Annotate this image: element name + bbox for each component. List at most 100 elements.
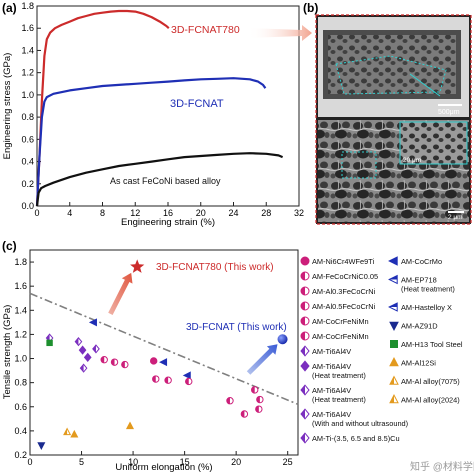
y-axis-label-c: Tensile strength (GPa) bbox=[2, 305, 13, 400]
y-tick-label-c: 1.2 bbox=[14, 329, 27, 339]
stress-strain-panel: (a) 0 4 8 12 16 20 24 28 32 0.0 0.2 0.4 0.6 0.8 1.0 1.2… bbox=[2, 1, 312, 228]
x-tick-label-c: 25 bbox=[283, 457, 293, 467]
callout-line bbox=[409, 73, 441, 97]
legend-marker bbox=[300, 360, 310, 372]
legend-label: AM-Ti6Al4V bbox=[312, 386, 351, 395]
highlight-region bbox=[335, 55, 447, 95]
sem-inset bbox=[399, 121, 468, 165]
legend-marker-fill bbox=[389, 303, 398, 307]
legend-marker-fill bbox=[390, 395, 394, 403]
panel-label-b: (b) bbox=[303, 1, 318, 15]
axis-ticks-a: 0 4 8 12 16 20 24 28 32 0.0 0.2 0.4 0.6 0.8 1.0 1.2 1.4 1… bbox=[21, 1, 304, 218]
data-point bbox=[46, 339, 53, 347]
y-tick-label-a: 0.0 bbox=[21, 201, 34, 211]
x-axis-label-c: Uniform elongation (%) bbox=[115, 462, 212, 473]
this-work-points bbox=[130, 259, 288, 345]
legend-marker-fill bbox=[301, 302, 305, 310]
legend-label: AM-Al12Si bbox=[401, 359, 436, 368]
y-tick-label-c: 1.6 bbox=[14, 281, 27, 291]
fracture-texture bbox=[328, 35, 456, 94]
data-point-fill bbox=[92, 345, 96, 353]
data-point bbox=[159, 358, 168, 367]
data-point-fill bbox=[185, 378, 189, 385]
sphere-3d-fcnat bbox=[277, 334, 288, 345]
trend-line bbox=[29, 292, 299, 406]
scale-label-inset: 20 μm bbox=[403, 157, 421, 164]
annotation-3d-fcnat780: 3D-FCNAT780 bbox=[171, 24, 240, 36]
scale-bar-top bbox=[438, 104, 462, 106]
legend-label: AM-Al0.3FeCoCrNi bbox=[312, 287, 376, 296]
y-tick-label-a: 0.8 bbox=[21, 112, 34, 122]
y-tick-label-a: 1.2 bbox=[21, 68, 34, 78]
y-tick-label-a: 0.2 bbox=[21, 179, 34, 189]
legend-label: AM-Ti6Al4V bbox=[312, 362, 351, 371]
data-point-fill bbox=[63, 428, 68, 435]
legend-label: AM-AZ91D bbox=[401, 322, 438, 331]
y-tick-label-a: 0.6 bbox=[21, 134, 34, 144]
watermark: 知乎 @材料学网 bbox=[410, 460, 474, 473]
improvement-arrows bbox=[108, 272, 278, 375]
legend-marker bbox=[389, 357, 399, 367]
y-tick-label-c: 0.2 bbox=[14, 450, 27, 460]
legend-label: AM-CoCrMo bbox=[401, 257, 442, 266]
plot-frame-c bbox=[29, 249, 299, 456]
curve-3d-fcnat780 bbox=[35, 9, 170, 207]
data-point bbox=[78, 345, 87, 355]
data-point-fill bbox=[241, 410, 245, 418]
label-3d-fcnat780-this-work: 3D-FCNAT780 (This work) bbox=[156, 262, 274, 273]
legend-marker-fill bbox=[389, 275, 398, 280]
x-tick-label-a: 12 bbox=[130, 208, 140, 218]
legend-marker bbox=[300, 256, 310, 266]
legend-sublabel: (Heat treatment) bbox=[401, 285, 455, 294]
data-point-fill bbox=[80, 364, 84, 373]
legend-sublabel: (With and without ultrasound) bbox=[312, 419, 408, 428]
curve-3d-fcnat bbox=[35, 77, 267, 207]
fractography-panel: (b) 500μm 20 μm 2 μm bbox=[303, 1, 472, 225]
legend-label: AM-Hastelloy X bbox=[401, 303, 452, 312]
legend-label: AM-Ti6Al4V bbox=[312, 410, 351, 419]
legend-marker bbox=[388, 256, 398, 266]
legend-marker-fill bbox=[301, 332, 305, 340]
zoom-region bbox=[341, 151, 377, 179]
legend-marker bbox=[389, 321, 399, 331]
star-3d-fcnat780 bbox=[130, 259, 145, 273]
data-point-fill bbox=[152, 375, 156, 383]
legend-marker-fill bbox=[301, 385, 305, 395]
data-point-fill bbox=[101, 356, 105, 363]
annotation-as-cast: As cast FeCoNi based alloy bbox=[110, 176, 221, 186]
x-tick-label-a: 16 bbox=[163, 208, 173, 218]
data-point-fill bbox=[75, 337, 79, 346]
data-point bbox=[149, 357, 158, 365]
literature-points bbox=[37, 318, 264, 450]
x-tick-label-a: 4 bbox=[67, 208, 72, 218]
trend-line-dashdot bbox=[29, 292, 299, 406]
x-tick-label-a: 8 bbox=[100, 208, 105, 218]
pointer-arrow-to-fracture bbox=[248, 25, 312, 41]
x-tick-label-c: 15 bbox=[180, 457, 190, 467]
legend-marker-fill bbox=[301, 409, 305, 419]
data-point bbox=[70, 429, 79, 438]
curve-as-cast bbox=[35, 152, 284, 207]
legend-label: AM-Al0.5FeCoCrNi bbox=[312, 302, 376, 311]
axis-ticks-c: 0 5 10 15 20 25 0.2 0.4 0.6 0.8 1.0 1.2 1.4 1.6 1.8 bbox=[14, 257, 292, 467]
y-tick-label-c: 1.4 bbox=[14, 305, 27, 315]
scale-bar-bottom bbox=[448, 211, 464, 213]
label-3d-fcnat-this-work: 3D-FCNAT (This work) bbox=[186, 322, 287, 333]
x-tick-label-a: 0 bbox=[34, 208, 39, 218]
data-point bbox=[125, 421, 135, 430]
legend-label: AM-CoCrFeNiMn bbox=[312, 332, 369, 341]
stress-strain-curves bbox=[35, 9, 284, 207]
legend-label: AM-H13 Tool Steel bbox=[401, 340, 463, 349]
legend-label: AM-Ti6Al4V bbox=[312, 347, 351, 356]
y-tick-label-c: 1.8 bbox=[14, 257, 27, 267]
scale-label-top: 500μm bbox=[438, 109, 460, 116]
legend-marker-fill bbox=[301, 287, 305, 295]
x-tick-label-a: 32 bbox=[294, 208, 304, 218]
legend: AM-Ni6Cr4WFe9Ti AM-FeCoCrNiC0.05 AM-Al0.3F… bbox=[300, 256, 463, 444]
x-tick-label-c: 0 bbox=[27, 457, 32, 467]
legend-marker-fill bbox=[301, 272, 305, 280]
y-tick-label-c: 0.4 bbox=[14, 426, 27, 436]
data-point-fill bbox=[121, 361, 125, 368]
y-axis-label-a: Engineering stress (GPa) bbox=[2, 53, 13, 160]
